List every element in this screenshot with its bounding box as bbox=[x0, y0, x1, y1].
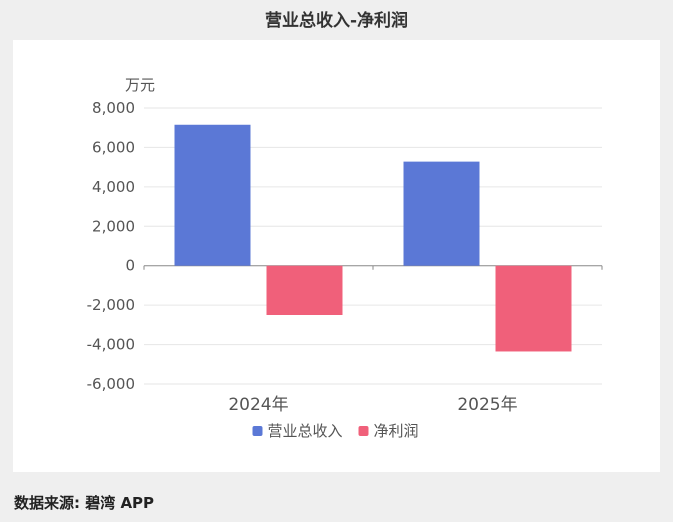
bar bbox=[403, 161, 480, 266]
y-tick-label: 0 bbox=[125, 257, 135, 275]
bar bbox=[495, 265, 572, 352]
x-tick-label: 2024年 bbox=[228, 395, 288, 415]
bar bbox=[174, 124, 251, 266]
chart-panel: 万元 8,000 6,000 4,000 2,000 0 -2,000 -4,000 -6,00… bbox=[13, 40, 660, 472]
y-tick-label: 4,000 bbox=[92, 178, 135, 196]
y-tick-label: 6,000 bbox=[92, 138, 135, 156]
legend-swatch bbox=[358, 426, 369, 436]
y-tick-label: 2,000 bbox=[92, 217, 135, 235]
data-source: 数据来源: 碧湾 APP bbox=[14, 494, 155, 512]
y-tick-label: -2,000 bbox=[87, 296, 135, 314]
legend-swatch bbox=[252, 426, 263, 436]
y-tick-label: -4,000 bbox=[87, 336, 135, 354]
x-tick-label: 2025年 bbox=[457, 395, 517, 415]
chart-title: 营业总收入-净利润 bbox=[264, 11, 409, 31]
bar-chart: 万元 8,000 6,000 4,000 2,000 0 -2,000 -4,000 -6,00… bbox=[87, 76, 603, 440]
legend-label: 营业总收入 bbox=[268, 422, 343, 440]
y-tick-label: 8,000 bbox=[92, 99, 135, 117]
legend-label: 净利润 bbox=[374, 422, 419, 440]
y-unit-label: 万元 bbox=[125, 76, 155, 94]
bar bbox=[266, 265, 343, 315]
y-tick-label: -6,000 bbox=[87, 375, 135, 393]
